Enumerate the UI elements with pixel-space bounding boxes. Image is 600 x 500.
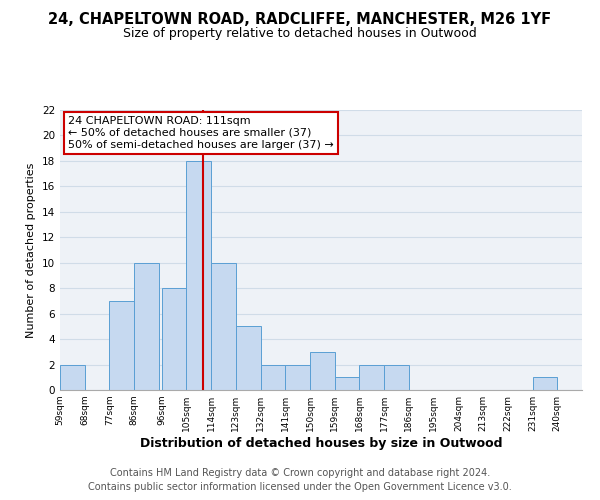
Bar [260,364,285,390]
Text: Contains public sector information licensed under the Open Government Licence v3: Contains public sector information licen… [88,482,512,492]
Y-axis label: Number of detached properties: Number of detached properties [26,162,37,338]
Bar [236,326,260,390]
Bar [384,364,409,390]
Bar [533,378,557,390]
Bar [109,301,134,390]
Bar [187,161,211,390]
Text: Size of property relative to detached houses in Outwood: Size of property relative to detached ho… [123,28,477,40]
Bar [335,378,359,390]
Text: 24, CHAPELTOWN ROAD, RADCLIFFE, MANCHESTER, M26 1YF: 24, CHAPELTOWN ROAD, RADCLIFFE, MANCHEST… [49,12,551,28]
Bar [60,364,85,390]
Bar [359,364,384,390]
X-axis label: Distribution of detached houses by size in Outwood: Distribution of detached houses by size … [140,437,502,450]
Bar [310,352,335,390]
Text: 24 CHAPELTOWN ROAD: 111sqm
← 50% of detached houses are smaller (37)
50% of semi: 24 CHAPELTOWN ROAD: 111sqm ← 50% of deta… [68,116,334,150]
Bar [285,364,310,390]
Bar [161,288,187,390]
Bar [211,262,236,390]
Bar [134,262,159,390]
Text: Contains HM Land Registry data © Crown copyright and database right 2024.: Contains HM Land Registry data © Crown c… [110,468,490,477]
